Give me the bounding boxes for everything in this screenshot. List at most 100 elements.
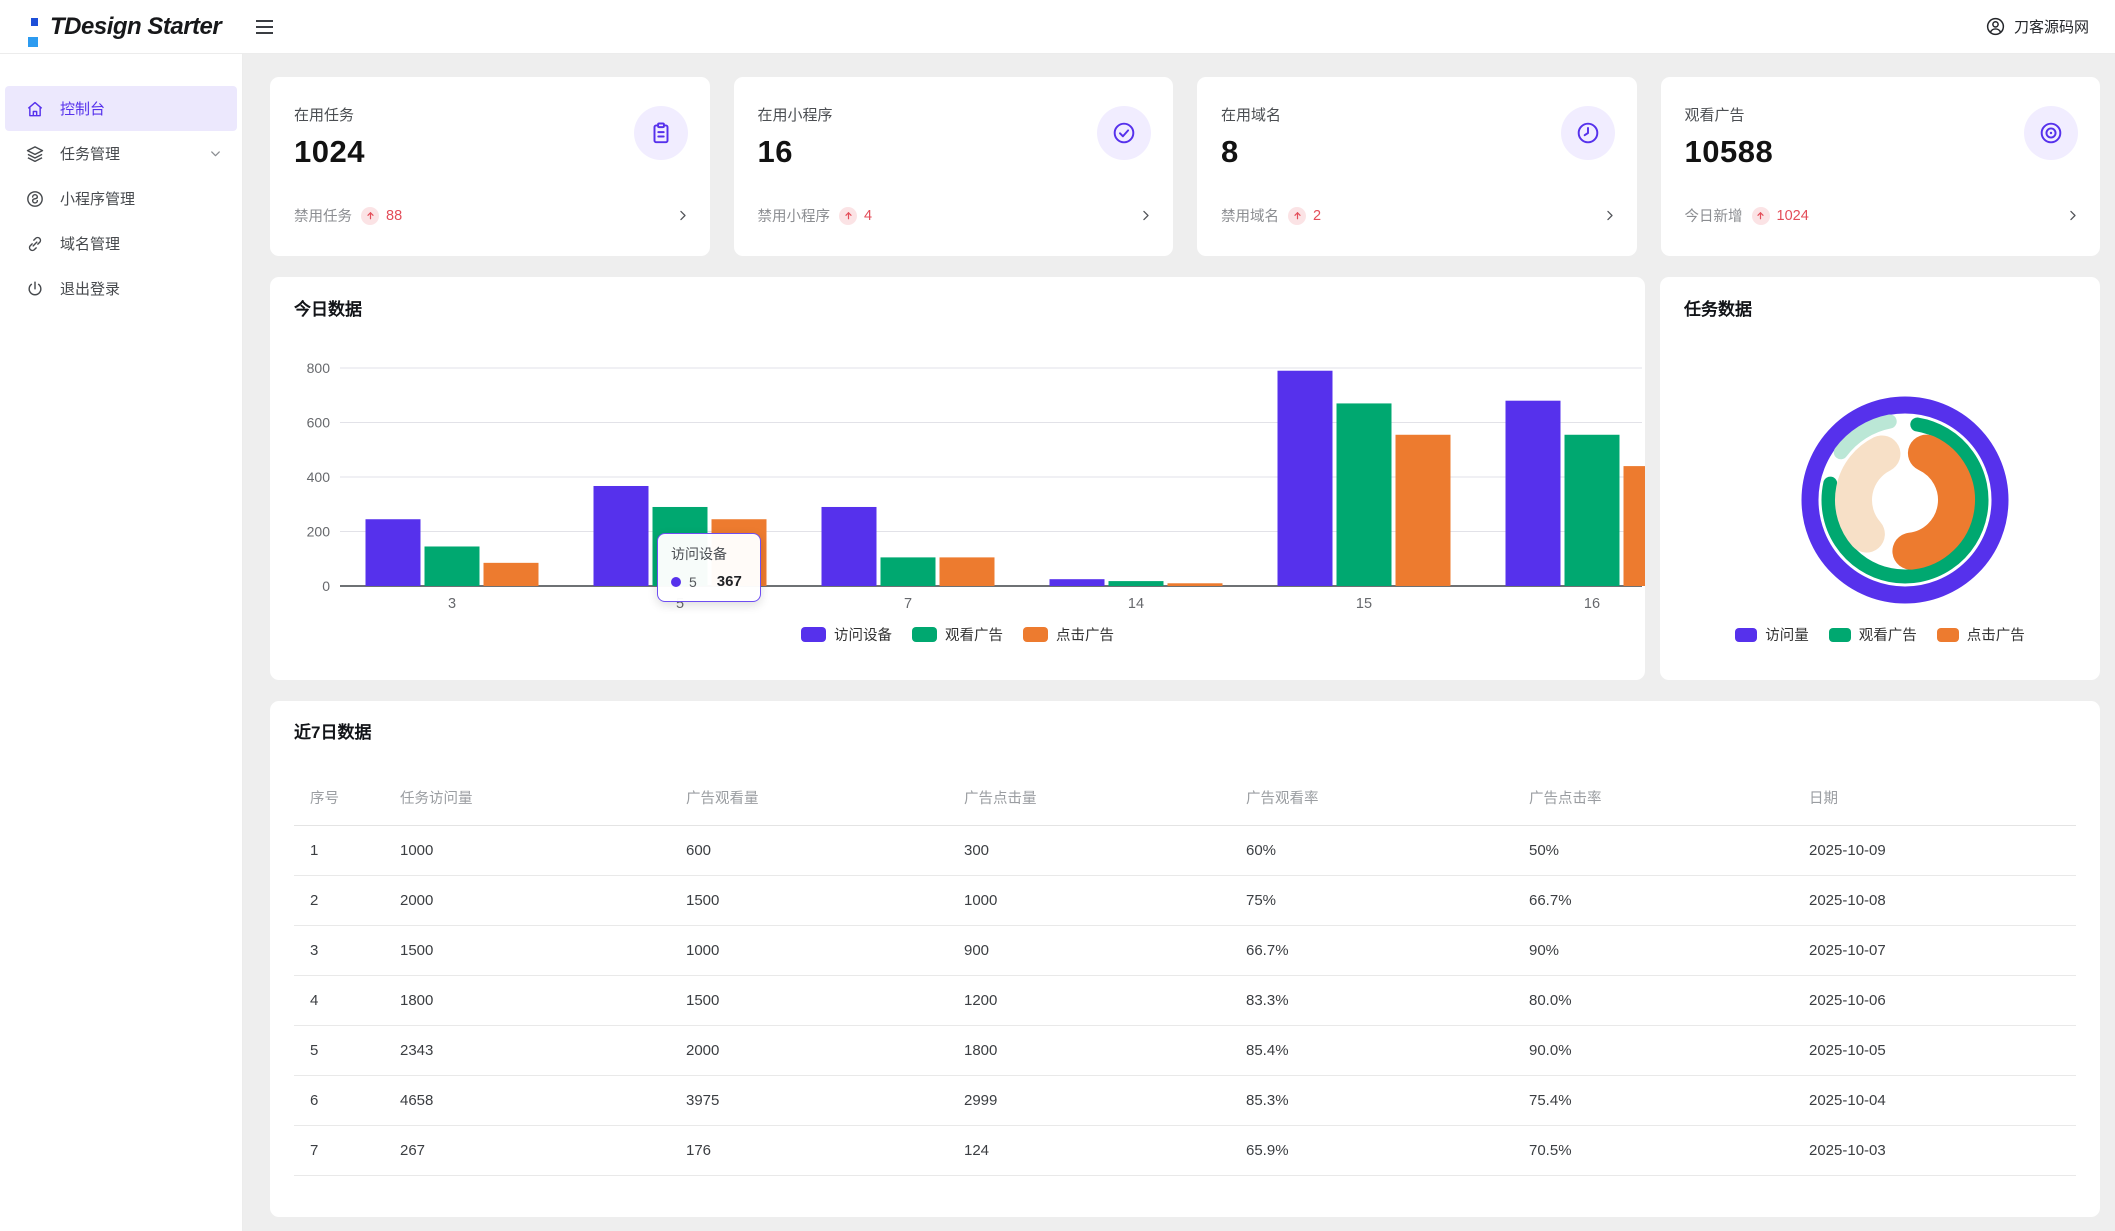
chevron-right-icon[interactable] (2065, 208, 2080, 223)
user-name: 刀客源码网 (2013, 19, 2089, 36)
legend-label: 观看广告 (1858, 628, 1917, 644)
y-axis-tick-label: 400 (307, 469, 331, 485)
bar-segment[interactable] (1505, 400, 1561, 586)
bar-segment[interactable] (1049, 579, 1105, 586)
table-cell: 1000 (948, 875, 1230, 926)
stat-card-sub-value: 1024 (1776, 207, 1809, 224)
legend-item[interactable]: 点击广告 (1936, 624, 2025, 645)
sidebar-item-tasks[interactable]: 任务管理 (5, 131, 237, 176)
legend-label: 点击广告 (1056, 628, 1114, 644)
stat-card-sub-label: 禁用域名 (1221, 209, 1279, 225)
legend-item[interactable]: 观看广告 (912, 624, 1003, 645)
table-header-row: 序号 任务访问量 广告观看量 广告点击量 广告观看率 广告点击率 日期 (294, 774, 2076, 826)
bar-segment[interactable] (1277, 370, 1333, 586)
stat-card-title: 在用任务 (294, 107, 355, 124)
table-cell: 2000 (384, 875, 670, 926)
user-menu[interactable]: 刀客源码网 (1985, 16, 2089, 37)
y-axis-tick-label: 0 (322, 578, 330, 594)
sidebar: 控制台 任务管理 小程序管理 域名管理 退出登录 (0, 54, 243, 1231)
bar-segment[interactable] (365, 519, 421, 586)
bar-segment[interactable] (424, 546, 480, 586)
stat-card-value: 8 (1221, 134, 1239, 169)
donut-chart-legend: 访问量 观看广告 点击广告 (1660, 624, 2100, 645)
legend-label: 访问量 (1765, 628, 1809, 644)
donut-segment[interactable] (1892, 434, 1975, 570)
table-cell: 176 (670, 1125, 948, 1176)
sidebar-item-domains[interactable]: 域名管理 (5, 221, 237, 266)
view-icon (2040, 122, 2062, 144)
chevron-right-icon[interactable] (1602, 208, 1617, 223)
table-cell: 1500 (384, 925, 670, 976)
bar-segment[interactable] (880, 557, 936, 586)
table-cell: 85.3% (1230, 1075, 1513, 1126)
stat-card-value: 16 (757, 134, 793, 169)
table-row: 7 267 176 124 65.9% 70.5% 2025-10-03 (294, 1125, 2076, 1176)
donut-segment[interactable] (1801, 396, 2009, 604)
stat-card-domains: 在用域名 8 禁用域名 2 (1197, 77, 1637, 256)
table-cell: 1500 (670, 875, 948, 926)
legend-swatch (1936, 627, 1959, 642)
chevron-right-icon[interactable] (675, 208, 690, 223)
legend-swatch (1828, 627, 1851, 642)
table-cell: 124 (948, 1125, 1230, 1176)
chevron-right-icon[interactable] (1138, 208, 1153, 223)
bar-segment[interactable] (1167, 583, 1223, 586)
table-column-header: 序号 (294, 774, 384, 826)
legend-item[interactable]: 点击广告 (1023, 624, 1114, 645)
y-axis-tick-label: 200 (307, 524, 331, 540)
bar-segment[interactable] (821, 506, 877, 586)
bar-segment[interactable] (593, 485, 649, 586)
tooltip-series-name: 访问设备 (671, 546, 727, 562)
donut-segment[interactable] (1821, 417, 1989, 584)
donut-segment[interactable] (1835, 435, 1901, 553)
bar-segment[interactable] (1108, 581, 1164, 586)
table-cell: 2999 (948, 1075, 1230, 1126)
legend-swatch (1023, 627, 1048, 642)
donut-segment[interactable] (1833, 414, 1897, 460)
table-cell: 4 (294, 975, 384, 1026)
x-axis-tick-label: 16 (1584, 596, 1600, 612)
table-cell: 2343 (384, 1025, 670, 1076)
bar-segment[interactable] (1623, 466, 1646, 586)
bar-chart: 0 200 400 600 800 3 5 7 14 15 16 (307, 360, 1646, 612)
table-row: 5 2343 2000 1800 85.4% 90.0% 2025-10-05 (294, 1025, 2076, 1076)
sidebar-item-label: 控制台 (60, 101, 106, 118)
table-cell: 80.0% (1513, 975, 1793, 1026)
table-cell: 3975 (670, 1075, 948, 1126)
logo-text: TDesign Starter (50, 12, 222, 40)
bar-segment[interactable] (1564, 434, 1620, 586)
sidebar-item-logout[interactable]: 退出登录 (5, 266, 237, 311)
table-cell: 75% (1230, 875, 1513, 926)
table-cell: 4658 (384, 1075, 670, 1126)
recent-7-days-table: 序号 任务访问量 广告观看量 广告点击量 广告观看率 广告点击率 日期 1 1000 600 30… (294, 774, 2076, 1176)
stat-card-sub-label: 禁用任务 (294, 209, 352, 225)
app-logo[interactable]: TDesign Starter (0, 11, 250, 47)
table-cell: 50% (1513, 825, 1793, 876)
bar-chart-legend: 访问设备 观看广告 点击广告 (270, 624, 1645, 645)
chevron-down-icon (211, 151, 220, 157)
sidebar-item-label: 小程序管理 (60, 191, 136, 208)
legend-swatch (801, 627, 826, 642)
bar-segment[interactable] (1395, 434, 1451, 586)
menu-toggle-icon[interactable] (256, 10, 290, 44)
legend-item[interactable]: 观看广告 (1828, 624, 1917, 645)
legend-item[interactable]: 访问设备 (801, 624, 892, 645)
table-row: 4 1800 1500 1200 83.3% 80.0% 2025-10-06 (294, 975, 2076, 1026)
table-cell: 66.7% (1513, 875, 1793, 926)
bar-segment[interactable] (939, 557, 995, 586)
sidebar-item-dashboard[interactable]: 控制台 (5, 86, 237, 131)
table-cell: 3 (294, 925, 384, 976)
legend-item[interactable]: 访问量 (1735, 624, 1809, 645)
table-cell: 900 (948, 925, 1230, 976)
today-data-chart-card: 今日数据 0 200 400 600 800 3 5 7 14 15 16 访问设备 5 367 访… (270, 277, 1645, 680)
table-cell: 7 (294, 1125, 384, 1176)
table-column-header: 广告点击率 (1513, 774, 1793, 826)
table-cell: 6 (294, 1075, 384, 1126)
bar-segment[interactable] (483, 562, 539, 586)
table-column-header: 日期 (1793, 774, 2076, 826)
table-cell: 2025-10-05 (1793, 1025, 2076, 1076)
table-row: 3 1500 1000 900 66.7% 90% 2025-10-07 (294, 925, 2076, 976)
bar-segment[interactable] (1336, 403, 1392, 586)
sidebar-item-label: 退出登录 (60, 281, 121, 298)
sidebar-item-miniprogram[interactable]: 小程序管理 (5, 176, 237, 221)
